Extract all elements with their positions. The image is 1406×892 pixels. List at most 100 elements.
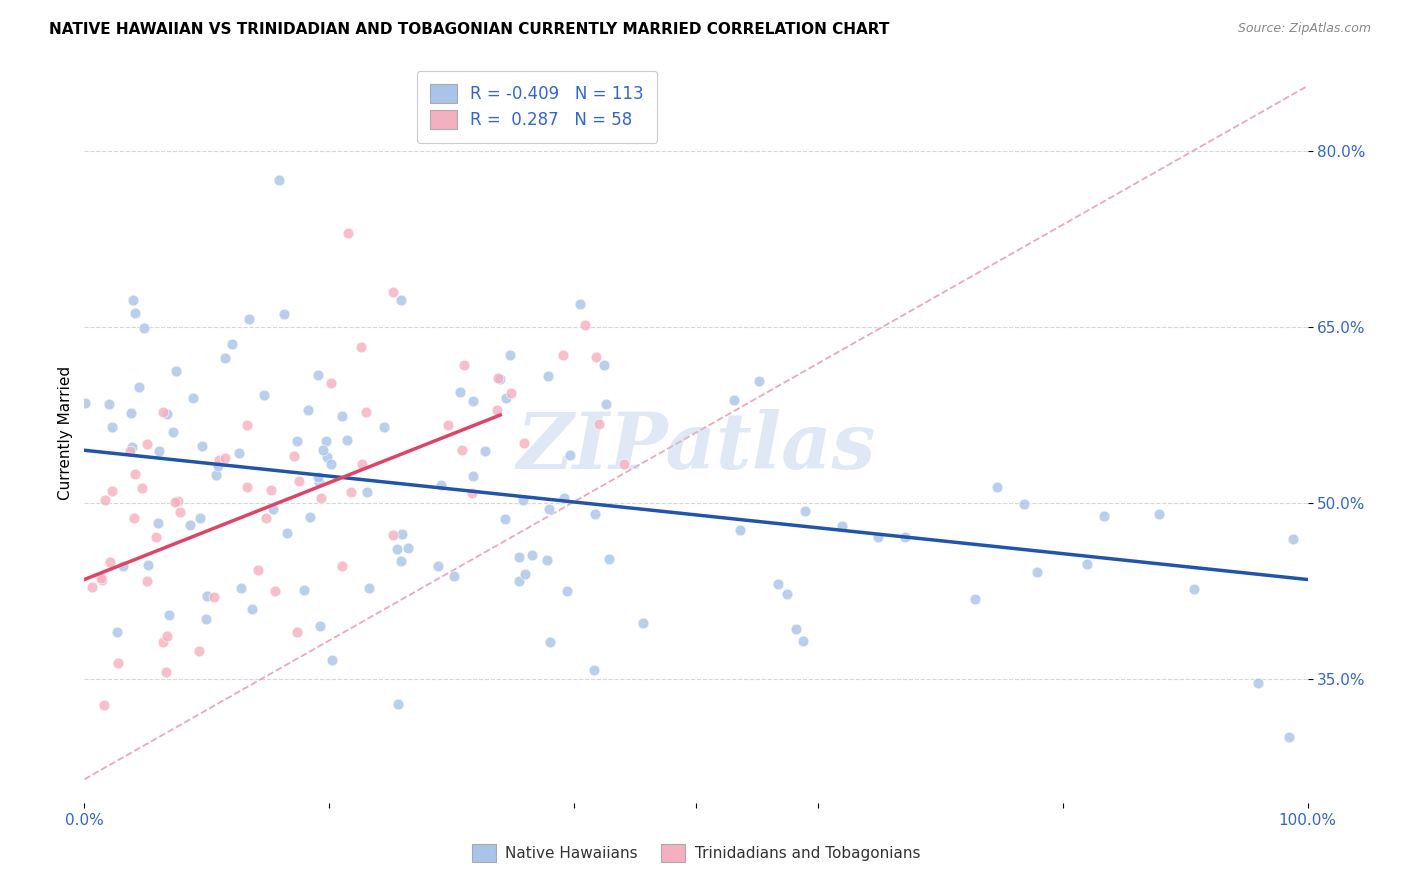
Point <box>152 405 174 419</box>
Point <box>236 480 259 494</box>
Point <box>598 552 620 566</box>
Point <box>792 633 814 648</box>
Point <box>101 484 124 499</box>
Point <box>450 442 472 457</box>
Point <box>264 583 287 598</box>
Point <box>145 530 167 544</box>
Point <box>785 622 807 636</box>
Point <box>382 285 405 299</box>
Point <box>583 507 606 521</box>
Point <box>585 350 607 364</box>
Point <box>461 469 484 483</box>
Point <box>124 306 146 320</box>
Text: NATIVE HAWAIIAN VS TRINIDADIAN AND TOBAGONIAN CURRENTLY MARRIED CORRELATION CHAR: NATIVE HAWAIIAN VS TRINIDADIAN AND TOBAG… <box>49 22 890 37</box>
Point <box>485 403 508 417</box>
Point <box>121 440 143 454</box>
Point <box>262 502 284 516</box>
Point <box>315 434 337 449</box>
Point <box>553 491 575 505</box>
Point <box>588 417 610 431</box>
Point <box>1277 730 1299 744</box>
Point <box>273 307 295 321</box>
Point <box>330 559 353 574</box>
Point <box>118 443 141 458</box>
Legend: Native Hawaiians, Trinidadians and Tobagonians: Native Hawaiians, Trinidadians and Tobag… <box>464 837 928 869</box>
Point <box>131 481 153 495</box>
Point <box>124 467 146 481</box>
Point <box>593 358 616 372</box>
Point <box>254 511 277 525</box>
Point <box>373 419 395 434</box>
Point <box>494 511 516 525</box>
Point <box>82 580 104 594</box>
Point <box>495 392 517 406</box>
Point <box>723 393 745 408</box>
Point <box>332 409 354 424</box>
Point <box>283 449 305 463</box>
Point <box>214 351 236 366</box>
Point <box>1076 557 1098 571</box>
Point <box>204 468 226 483</box>
Point <box>146 516 169 530</box>
Point <box>1012 497 1035 511</box>
Point <box>551 348 574 362</box>
Point <box>73 396 96 410</box>
Point <box>179 517 201 532</box>
Point <box>1092 509 1115 524</box>
Point <box>238 312 260 326</box>
Point <box>557 584 579 599</box>
Point <box>231 581 253 595</box>
Point <box>120 406 142 420</box>
Point <box>508 549 530 564</box>
Point <box>357 581 380 595</box>
Point <box>100 419 122 434</box>
Point <box>187 644 209 658</box>
Point <box>499 386 522 401</box>
Point <box>354 405 377 419</box>
Point <box>453 358 475 372</box>
Point <box>568 297 591 311</box>
Point <box>461 486 484 500</box>
Point <box>540 634 562 648</box>
Point <box>207 458 229 473</box>
Point <box>382 527 405 541</box>
Point <box>396 541 419 555</box>
Point <box>292 583 315 598</box>
Point <box>866 530 889 544</box>
Point <box>391 527 413 541</box>
Point <box>427 559 450 574</box>
Point <box>730 523 752 537</box>
Point <box>350 340 373 354</box>
Point <box>163 495 186 509</box>
Point <box>247 563 270 577</box>
Point <box>831 519 853 533</box>
Point <box>285 624 308 639</box>
Point <box>221 337 243 351</box>
Point <box>311 442 333 457</box>
Point <box>513 566 536 581</box>
Point <box>90 573 112 587</box>
Point <box>319 376 342 390</box>
Point <box>520 549 543 563</box>
Point <box>1281 532 1303 546</box>
Point <box>776 587 799 601</box>
Point <box>449 384 471 399</box>
Point <box>308 475 330 489</box>
Point <box>316 450 339 464</box>
Point <box>202 591 225 605</box>
Point <box>512 492 534 507</box>
Point <box>537 369 560 384</box>
Point <box>321 652 343 666</box>
Point <box>1247 676 1270 690</box>
Point <box>94 493 117 508</box>
Point <box>124 511 146 525</box>
Point <box>488 372 510 386</box>
Point <box>156 630 179 644</box>
Point <box>613 457 636 471</box>
Point <box>389 293 412 307</box>
Point <box>228 446 250 460</box>
Point <box>963 592 986 607</box>
Point <box>197 590 219 604</box>
Y-axis label: Currently Married: Currently Married <box>58 366 73 500</box>
Point <box>162 425 184 439</box>
